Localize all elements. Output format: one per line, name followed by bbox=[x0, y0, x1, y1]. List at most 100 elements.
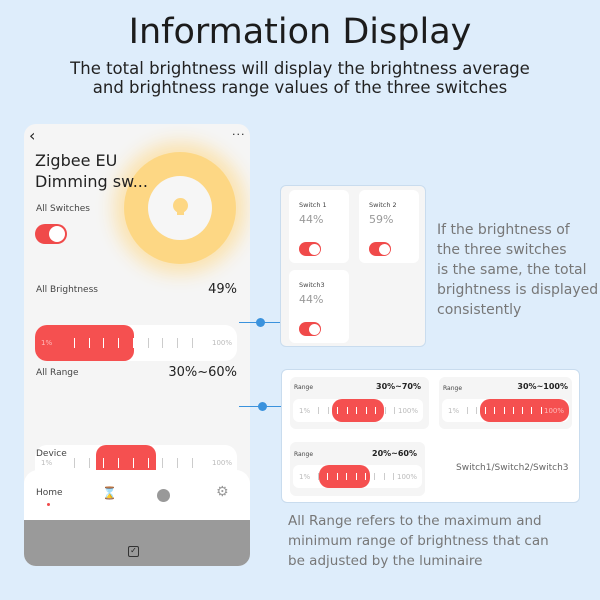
slider-min-label: 1% bbox=[299, 406, 311, 415]
switch-card-2: Switch 2 59% bbox=[359, 190, 419, 263]
back-icon[interactable]: ‹ bbox=[29, 126, 36, 145]
slider-tick bbox=[355, 473, 357, 480]
subtitle: The total brightness will display the br… bbox=[0, 59, 600, 97]
range-card-2: Range 30%~100% 1% 100% bbox=[439, 377, 572, 429]
slider-tick bbox=[346, 473, 348, 480]
bulb-icon bbox=[173, 198, 188, 215]
slider-tick bbox=[162, 457, 164, 469]
gear-icon[interactable]: ⚙ bbox=[216, 484, 229, 500]
range-card-slider[interactable]: 1% 100% bbox=[442, 399, 569, 422]
slider-tick bbox=[384, 407, 386, 414]
range-card-slider[interactable]: 1% 100% bbox=[293, 465, 422, 488]
system-bar: ✓ bbox=[24, 520, 250, 566]
switches-note: If the brightness of the three switches is… bbox=[437, 220, 598, 320]
slider-tick bbox=[337, 407, 339, 414]
slider-tick bbox=[177, 457, 179, 469]
slider-tick bbox=[374, 473, 376, 480]
slider-tick bbox=[103, 457, 105, 469]
slider-tick bbox=[364, 473, 366, 480]
slider-min-label: 1% bbox=[41, 339, 53, 347]
slider-max-label: 100% bbox=[396, 472, 417, 481]
slider-tick bbox=[147, 457, 149, 469]
subtitle-line: The total brightness will display the br… bbox=[70, 59, 530, 78]
switch-card-1: Switch 1 44% bbox=[289, 190, 349, 263]
switch-name: Switch3 bbox=[299, 281, 325, 289]
more-icon[interactable]: ··· bbox=[232, 128, 246, 141]
slider-tick bbox=[118, 457, 120, 469]
switch-card-3: Switch3 44% bbox=[289, 270, 349, 343]
slider-tick bbox=[191, 457, 193, 469]
switch-value: 59% bbox=[369, 213, 394, 226]
slider-tick bbox=[336, 473, 338, 480]
slider-tick bbox=[531, 407, 533, 414]
brightness-slider[interactable]: 1% 100% bbox=[35, 325, 237, 361]
slider-min-label: 1% bbox=[41, 459, 53, 467]
slider-fill[interactable] bbox=[318, 465, 371, 488]
note-line: be adjusted by the luminaire bbox=[288, 553, 483, 569]
slider-tick bbox=[73, 457, 75, 469]
active-dot bbox=[47, 503, 50, 506]
slider-tick bbox=[317, 473, 319, 480]
slider-tick bbox=[88, 457, 90, 469]
brightness-indicator bbox=[124, 152, 236, 264]
device-name-line: Dimming sw... bbox=[35, 172, 148, 191]
note-line: If the brightness of bbox=[437, 222, 570, 238]
slider-tick bbox=[147, 337, 149, 349]
note-line: is the same, the total bbox=[437, 262, 587, 278]
hourglass-icon[interactable]: ⌛ bbox=[102, 486, 117, 500]
slider-tick bbox=[512, 407, 514, 414]
switch-toggle[interactable] bbox=[369, 242, 391, 256]
device-name-line: Zigbee EU bbox=[35, 151, 118, 170]
ranges-panel: Range 30%~70% 1% 100% Range 30%~100% 1% 10… bbox=[281, 369, 580, 503]
range-card-label: Range bbox=[443, 385, 463, 392]
switch-toggle[interactable] bbox=[299, 322, 321, 336]
note-line: brightness is displayed bbox=[437, 282, 599, 298]
range-value: 30%~60% bbox=[168, 365, 237, 380]
switch-name: Switch 1 bbox=[299, 201, 327, 209]
range-card-label: Range bbox=[294, 451, 314, 458]
all-switches-toggle[interactable] bbox=[35, 224, 67, 244]
note-line: All Range refers to the maximum and bbox=[288, 513, 542, 529]
slider-tick bbox=[177, 337, 179, 349]
nav-home[interactable]: Home bbox=[36, 488, 63, 506]
slider-tick bbox=[73, 337, 75, 349]
slider-tick bbox=[375, 407, 377, 414]
switch-value: 44% bbox=[299, 293, 324, 306]
slider-tick bbox=[365, 407, 367, 414]
range-note: All Range refers to the maximum and minim… bbox=[288, 511, 549, 571]
slider-tick bbox=[118, 337, 120, 349]
range-card-value: 20%~60% bbox=[372, 449, 417, 458]
range-card-slider[interactable]: 1% 100% bbox=[293, 399, 423, 422]
slider-tick bbox=[383, 473, 385, 480]
slider-fill[interactable] bbox=[332, 399, 384, 422]
device-label: Device bbox=[36, 449, 67, 459]
slider-tick bbox=[394, 407, 395, 414]
connector-dot bbox=[256, 318, 265, 327]
brightness-label: All Brightness bbox=[36, 285, 98, 295]
clock-icon[interactable] bbox=[157, 489, 170, 502]
switch-toggle[interactable] bbox=[299, 242, 321, 256]
slider-tick bbox=[356, 407, 358, 414]
slider-tick bbox=[318, 407, 320, 414]
slider-min-label: 1% bbox=[448, 406, 460, 415]
checkbox-icon: ✓ bbox=[128, 546, 139, 557]
slider-tick bbox=[327, 473, 329, 480]
range-card-value: 30%~70% bbox=[376, 382, 421, 391]
bottom-nav: Home ⌛ ⚙ bbox=[24, 470, 250, 520]
slider-tick bbox=[540, 407, 542, 414]
slider-tick bbox=[327, 407, 329, 414]
slider-max-label: 100% bbox=[211, 339, 232, 347]
connector-dot bbox=[258, 402, 267, 411]
slider-min-label: 1% bbox=[299, 472, 311, 481]
note-line: the three switches bbox=[437, 242, 567, 258]
slider-tick bbox=[103, 337, 105, 349]
subtitle-line: and brightness range values of the three… bbox=[92, 78, 508, 97]
slider-fill[interactable] bbox=[480, 399, 569, 422]
slider-tick bbox=[191, 337, 193, 349]
slider-max-label: 100% bbox=[211, 459, 232, 467]
range-card-value: 30%~100% bbox=[517, 382, 568, 391]
slider-tick bbox=[522, 407, 524, 414]
slider-tick bbox=[132, 337, 134, 349]
range-card-label: Range bbox=[294, 384, 314, 391]
slider-fill[interactable] bbox=[35, 325, 134, 361]
